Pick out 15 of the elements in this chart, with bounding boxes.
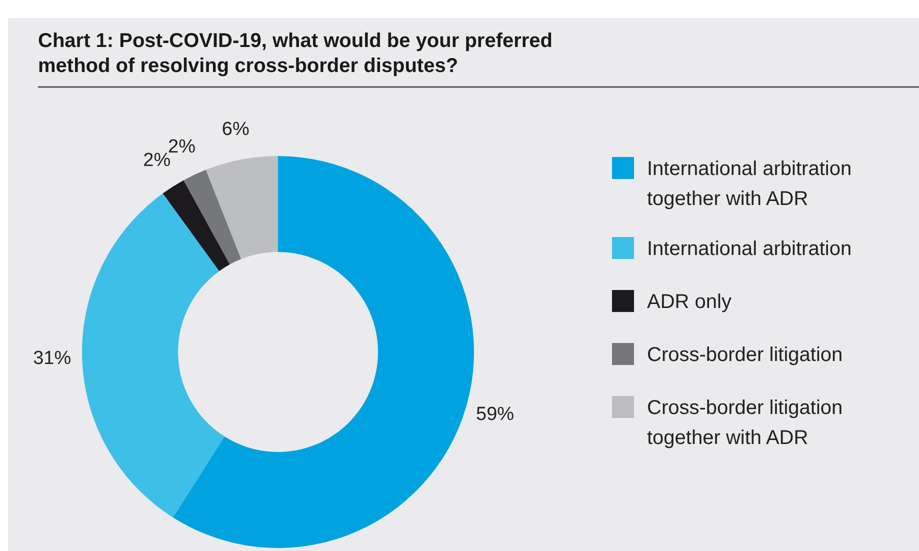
data-label: 31% [33, 348, 72, 370]
chart-title: Chart 1: Post-COVID-19, what would be your preferred method of resolving cross-border disputes? [38, 30, 553, 77]
legend-label: International arbitration together with ADR [647, 158, 852, 210]
legend-label: ADR only [647, 291, 732, 313]
donut-slice [206, 156, 278, 260]
donut-slice [162, 180, 230, 272]
legend-label: Cross-border litigation together with ADR [647, 397, 843, 449]
legend-label: International arbitration [647, 238, 852, 260]
donut-slice [172, 156, 474, 548]
donut-slice [184, 170, 242, 264]
donut-slice [82, 193, 224, 518]
legend-label: Cross-border litigation [647, 344, 843, 366]
data-label: 6% [222, 119, 250, 140]
data-label: 59% [476, 404, 514, 426]
data-label: 2% [168, 136, 196, 158]
